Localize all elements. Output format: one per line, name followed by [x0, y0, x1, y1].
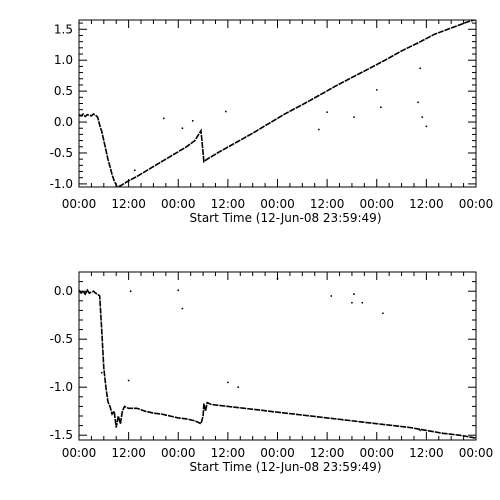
chart-panel-1: 00:00 12:00 00:00 12:00 00:00 12:00 00:00 12:00… [50, 19, 494, 225]
data-point [379, 106, 382, 109]
data-point [226, 381, 229, 384]
data-point [353, 293, 355, 295]
data-point [326, 111, 329, 114]
data-point [276, 277, 279, 280]
x-tick-label: 12:00 [310, 197, 345, 211]
data-point [127, 379, 130, 382]
y-tick-label: 1.0 [54, 53, 73, 67]
x-axis-title: Start Time (12-Jun-08 23:59:49) [190, 211, 382, 225]
data-point [181, 307, 184, 310]
x-tick-label: 00:00 [260, 446, 295, 460]
y-tick-label: -1.0 [50, 177, 73, 191]
x-axis-title: Start Time (12-Jun-08 23:59:49) [190, 460, 382, 474]
x-tick-label: 12:00 [111, 197, 146, 211]
series-line-1 [79, 288, 476, 439]
data-point [361, 301, 364, 304]
data-point [353, 116, 355, 119]
x-tick-label: 12:00 [310, 446, 345, 460]
data-point [191, 119, 194, 122]
x-tick-label: 12:00 [211, 446, 246, 460]
x-tick-label: 00:00 [459, 446, 494, 460]
data-point [317, 128, 320, 131]
x-tick-label: 00:00 [62, 446, 97, 460]
data-point [375, 88, 378, 91]
x-tick-label: 00:00 [359, 197, 394, 211]
y-tick-label: 0.5 [54, 84, 73, 98]
data-point [129, 290, 132, 293]
data-point [421, 116, 424, 119]
data-point [419, 429, 422, 432]
data-point [351, 301, 353, 304]
x-tick-label: 12:00 [211, 197, 246, 211]
y-tick-label: 0.0 [54, 284, 73, 298]
x-tick-label: 00:00 [359, 446, 394, 460]
y-tick-label: 0.0 [54, 115, 73, 129]
data-point [181, 127, 184, 130]
x-tick-label: 00:00 [62, 197, 97, 211]
plot-frame [78, 19, 477, 188]
data-point [330, 295, 333, 297]
x-tick-label: 00:00 [161, 446, 196, 460]
x-tick-label: 12:00 [409, 446, 444, 460]
y-tick-label: 1.5 [54, 22, 73, 36]
data-point [224, 110, 227, 113]
y-tick-label: -0.5 [50, 146, 73, 160]
x-tick-label: 12:00 [111, 446, 146, 460]
series-line-1 [79, 20, 476, 187]
x-tick-label: 00:00 [161, 197, 196, 211]
x-tick-label: 00:00 [459, 197, 494, 211]
data-point [177, 289, 180, 292]
x-tick-label: 12:00 [409, 197, 444, 211]
x-tick-label: 00:00 [260, 197, 295, 211]
data-point [417, 101, 420, 104]
y-tick-label: -1.0 [50, 380, 73, 394]
data-point [237, 386, 240, 389]
data-point [382, 312, 384, 315]
data-point [133, 169, 136, 172]
data-point [162, 117, 165, 120]
y-tick-label: -1.5 [50, 428, 73, 442]
plot-frame [78, 271, 477, 441]
data-point [100, 371, 103, 374]
y-tick-label: -0.5 [50, 332, 73, 346]
data-point [425, 125, 428, 128]
data-point [419, 67, 422, 70]
chart-panel-2: 00:00 12:00 00:00 12:00 00:00 12:00 00:00 12:00… [50, 271, 494, 474]
